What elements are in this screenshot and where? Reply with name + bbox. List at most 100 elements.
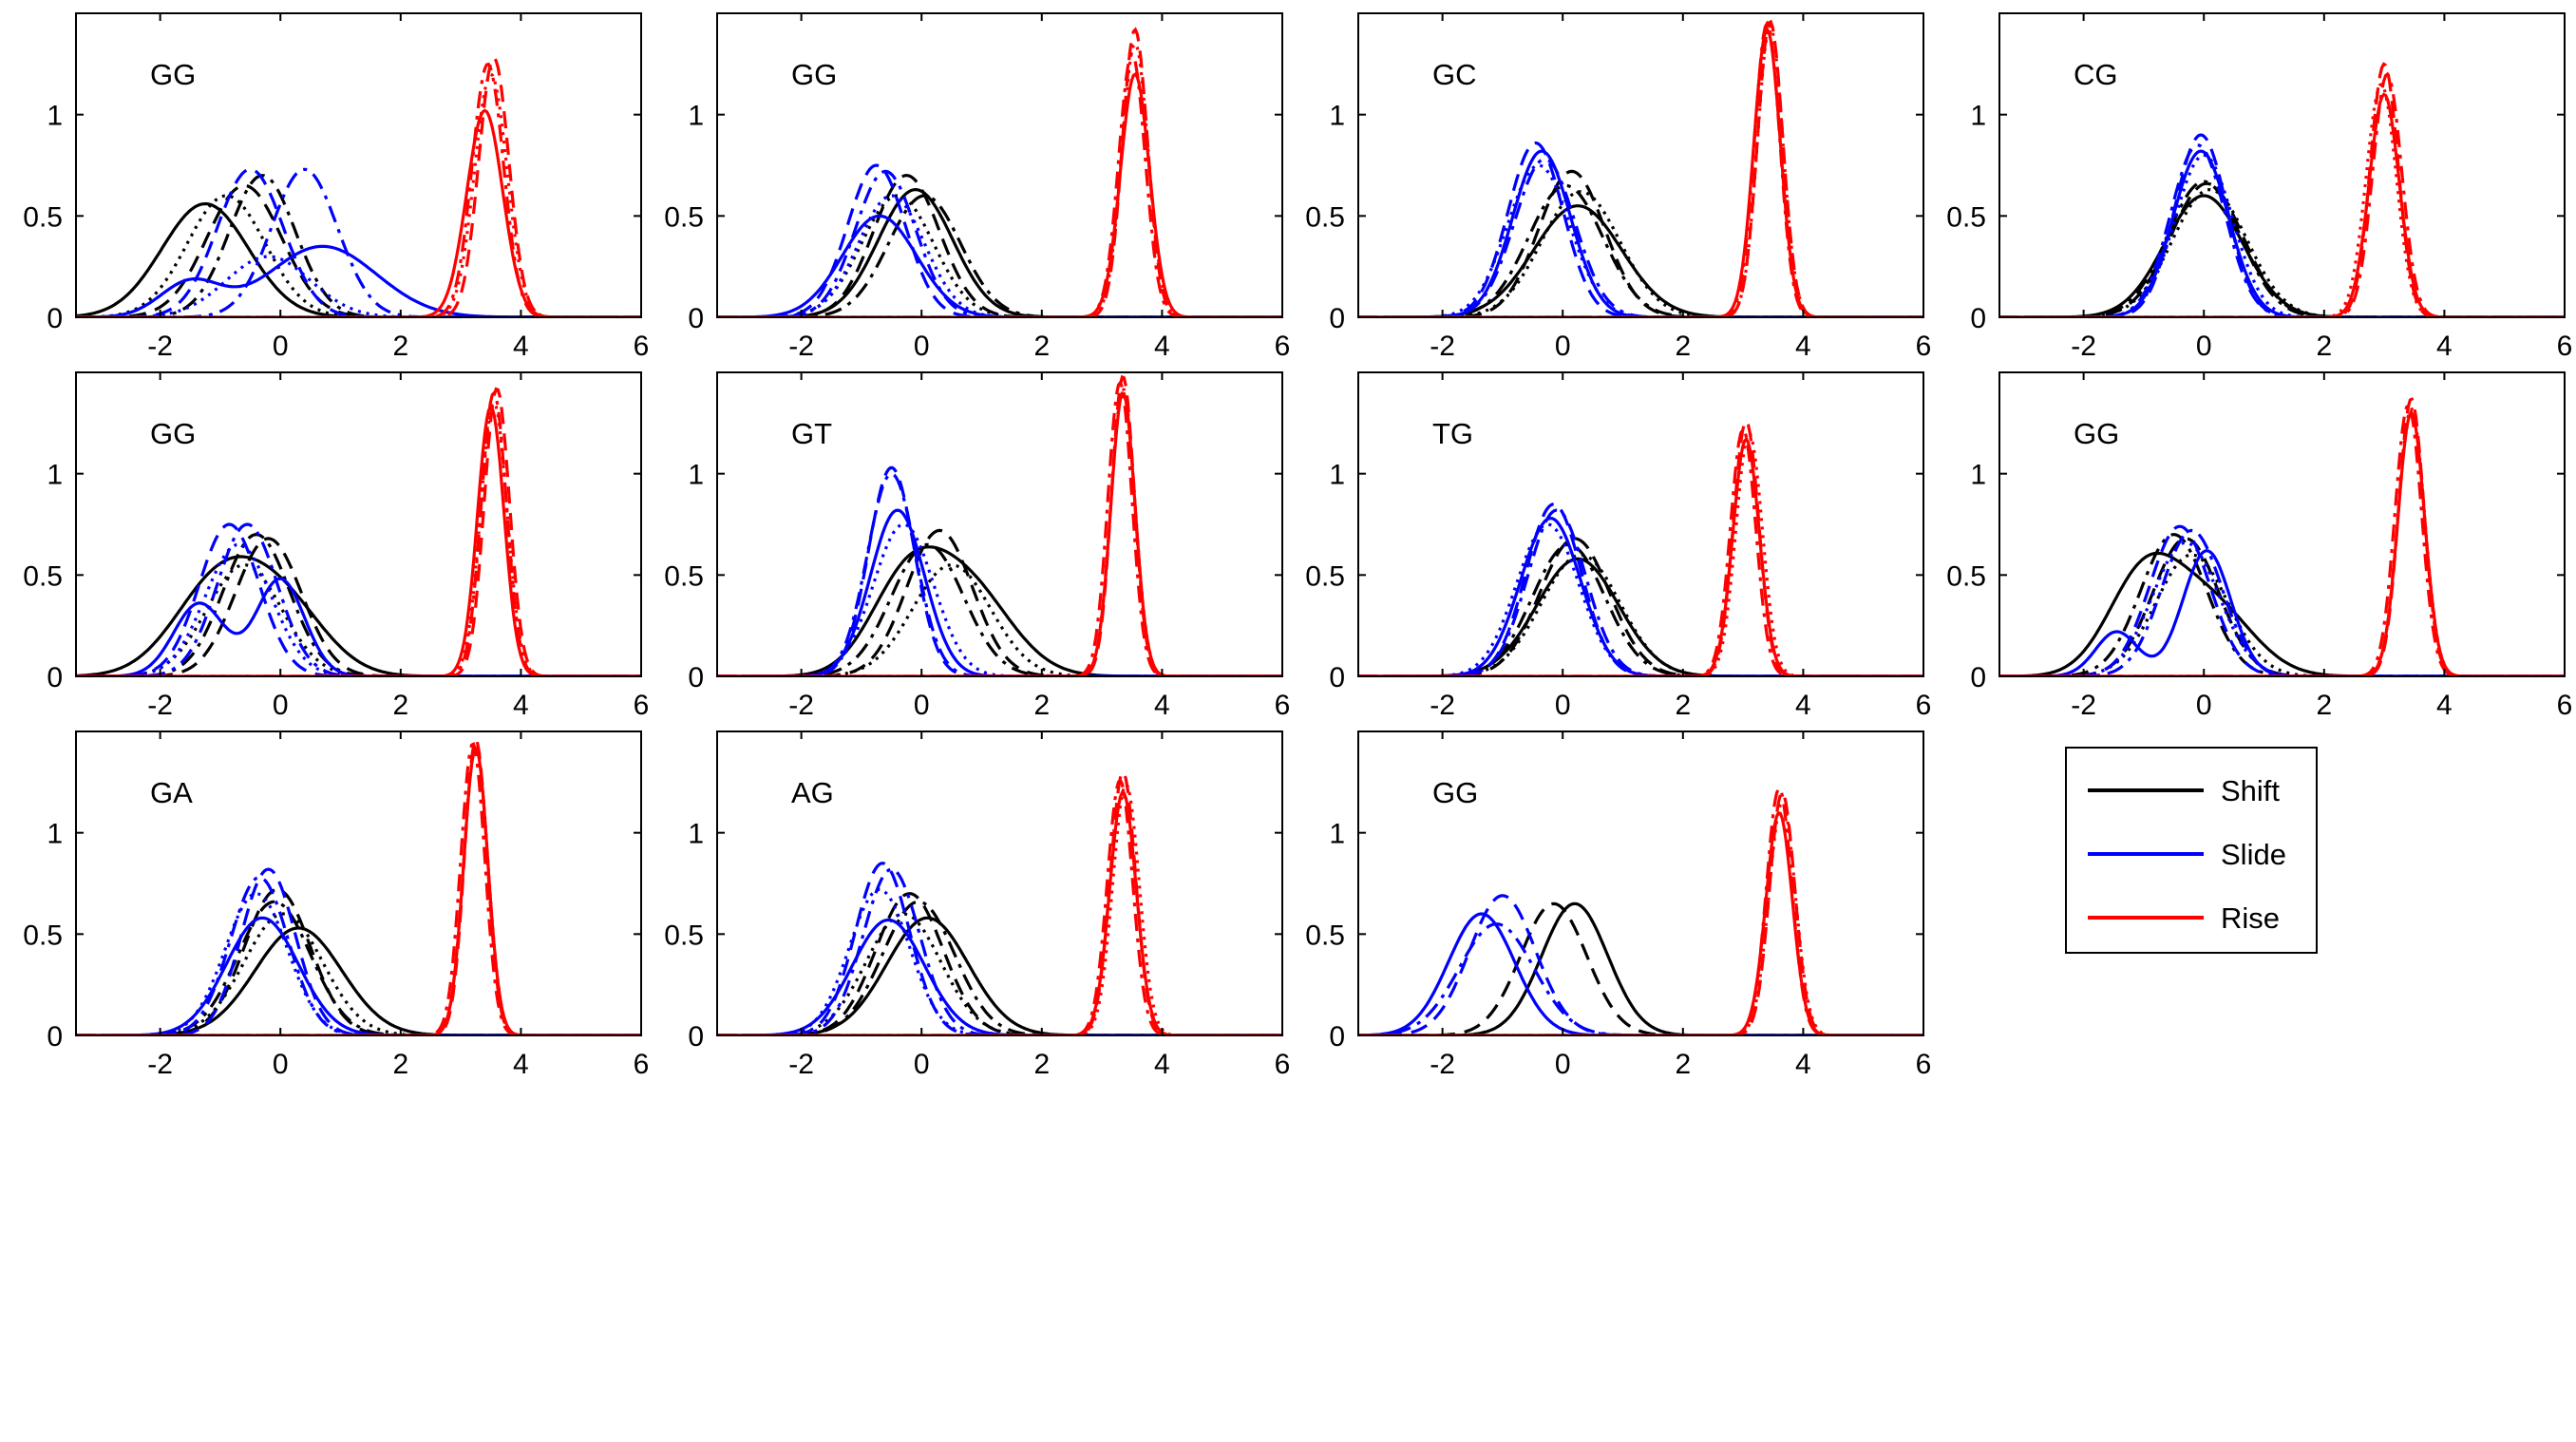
x-tick-label: 6	[2557, 331, 2573, 362]
x-tick-label: -2	[2071, 331, 2096, 362]
slide-curve-3	[76, 875, 641, 1035]
x-tick-label: 0	[273, 1049, 289, 1080]
x-tick-label: -2	[1430, 690, 1455, 721]
panel-4: -2 0 2 4 6 0 0.5 1 CG	[1946, 12, 2573, 362]
rise-curve-2	[1358, 789, 1923, 1035]
x-tick-label: 2	[1033, 1049, 1050, 1080]
slide-curve-3	[1999, 528, 2565, 676]
shift-curve-2	[717, 892, 1282, 1035]
shift-curve-2	[76, 887, 641, 1035]
rise-curve-3	[717, 777, 1282, 1035]
x-tick-label: 6	[1275, 1049, 1291, 1080]
y-tick-label: 0.5	[664, 560, 704, 592]
panel-label: TG	[1432, 417, 1473, 450]
x-tick-label: 4	[1154, 1049, 1170, 1080]
x-tick-label: 2	[1033, 331, 1050, 362]
panel-frame	[716, 371, 1283, 677]
x-tick-label: 6	[634, 690, 650, 721]
x-tick-label: 2	[1675, 331, 1691, 362]
panel-label: GG	[1432, 776, 1478, 809]
shift-curve-4	[76, 912, 641, 1035]
shift-curve-4	[1358, 190, 1923, 317]
slide-curve-4	[76, 542, 641, 676]
shift-curve-2	[1999, 537, 2565, 676]
y-tick-label: 0.5	[664, 201, 704, 233]
panel-9: -2 0 2 4 6 0 0.5 1 GA	[23, 730, 649, 1080]
panel-curves	[717, 770, 1282, 1035]
shift-curve-4	[717, 912, 1282, 1035]
x-tick-label: 2	[1675, 1049, 1691, 1080]
shift-curve-3	[1358, 542, 1923, 676]
y-tick-label: 1	[1329, 819, 1345, 850]
y-tick-label: 0	[1329, 1021, 1345, 1053]
y-tick-label: 0.5	[1946, 560, 1986, 592]
shift-curve-3	[717, 900, 1282, 1035]
x-tick-label: 0	[1555, 1049, 1571, 1080]
x-tick-label: 4	[1795, 1049, 1811, 1080]
x-tick-label: 2	[392, 1049, 408, 1080]
x-tick-label: 2	[392, 690, 408, 721]
y-tick-label: 1	[688, 460, 704, 491]
rise-curve-4	[717, 781, 1282, 1035]
slide-curve-2	[1358, 141, 1923, 317]
x-tick-label: 4	[2436, 690, 2453, 721]
x-tick-label: 0	[2196, 331, 2212, 362]
x-tick-label: 4	[1795, 690, 1811, 721]
y-tick-label: 1	[1329, 460, 1345, 491]
slide-curve-4	[717, 887, 1282, 1035]
x-tick-label: -2	[147, 690, 173, 721]
rise-curve-4	[1358, 800, 1923, 1035]
rise-curve-4	[1999, 83, 2565, 317]
legend-label-rise: Rise	[2221, 901, 2280, 935]
slide-curve-2	[1358, 503, 1923, 676]
panel-label: GA	[150, 776, 193, 809]
shift-curve-2	[717, 174, 1282, 317]
y-tick-label: 1	[47, 101, 63, 132]
shift-curve-4	[717, 563, 1282, 676]
panel-10: -2 0 2 4 6 0 0.5 1 AG	[664, 730, 1291, 1080]
x-tick-label: -2	[788, 690, 814, 721]
rise-curve-1	[1999, 92, 2565, 317]
rise-curve-3	[717, 51, 1282, 317]
x-tick-label: 4	[1154, 690, 1170, 721]
panel-frame	[716, 12, 1283, 318]
rise-curve-1	[717, 71, 1282, 317]
y-tick-label: 0.5	[23, 560, 63, 592]
x-tick-label: -2	[1430, 1049, 1455, 1080]
y-tick-label: 1	[688, 101, 704, 132]
rise-curve-1	[1358, 810, 1923, 1035]
panel-label: GG	[150, 58, 196, 91]
y-tick-label: 0.5	[23, 201, 63, 233]
panel-frame	[75, 12, 642, 318]
panel-frame	[716, 730, 1283, 1036]
y-tick-label: 0.5	[23, 920, 63, 951]
shift-curve-1	[1999, 551, 2565, 676]
y-tick-label: 0.5	[664, 920, 704, 951]
y-tick-label: 1	[47, 460, 63, 491]
panel-11: -2 0 2 4 6 0 0.5 1 GG	[1305, 730, 1931, 1080]
x-tick-label: -2	[1430, 331, 1455, 362]
panel-label: CG	[2074, 58, 2118, 91]
y-tick-label: 0.5	[1305, 201, 1345, 233]
y-tick-label: 0	[1329, 303, 1345, 334]
shift-curve-2	[1358, 537, 1923, 676]
x-tick-label: -2	[147, 1049, 173, 1080]
panel-1: -2 0 2 4 6 0 0.5 1 GG	[23, 12, 649, 362]
slide-curve-3	[1999, 143, 2565, 317]
y-tick-label: 1	[47, 819, 63, 850]
x-tick-label: 0	[914, 690, 930, 721]
panel-2: -2 0 2 4 6 0 0.5 1 GG	[664, 12, 1290, 362]
shift-curve-4	[76, 194, 641, 317]
panel-3: -2 0 2 4 6 0 0.5 1 GC	[1305, 12, 1931, 362]
shift-curve-2	[76, 537, 641, 676]
panel-label: GT	[791, 417, 832, 450]
panel-curves	[76, 55, 641, 317]
shift-curve-3	[717, 194, 1282, 317]
x-tick-label: 4	[513, 1049, 529, 1080]
x-tick-label: 0	[273, 331, 289, 362]
y-tick-label: 0.5	[1946, 201, 1986, 233]
y-tick-label: 1	[1329, 101, 1345, 132]
slide-curve-1	[1358, 149, 1923, 317]
panel-frame	[75, 730, 642, 1036]
panel-curves	[1999, 62, 2565, 317]
